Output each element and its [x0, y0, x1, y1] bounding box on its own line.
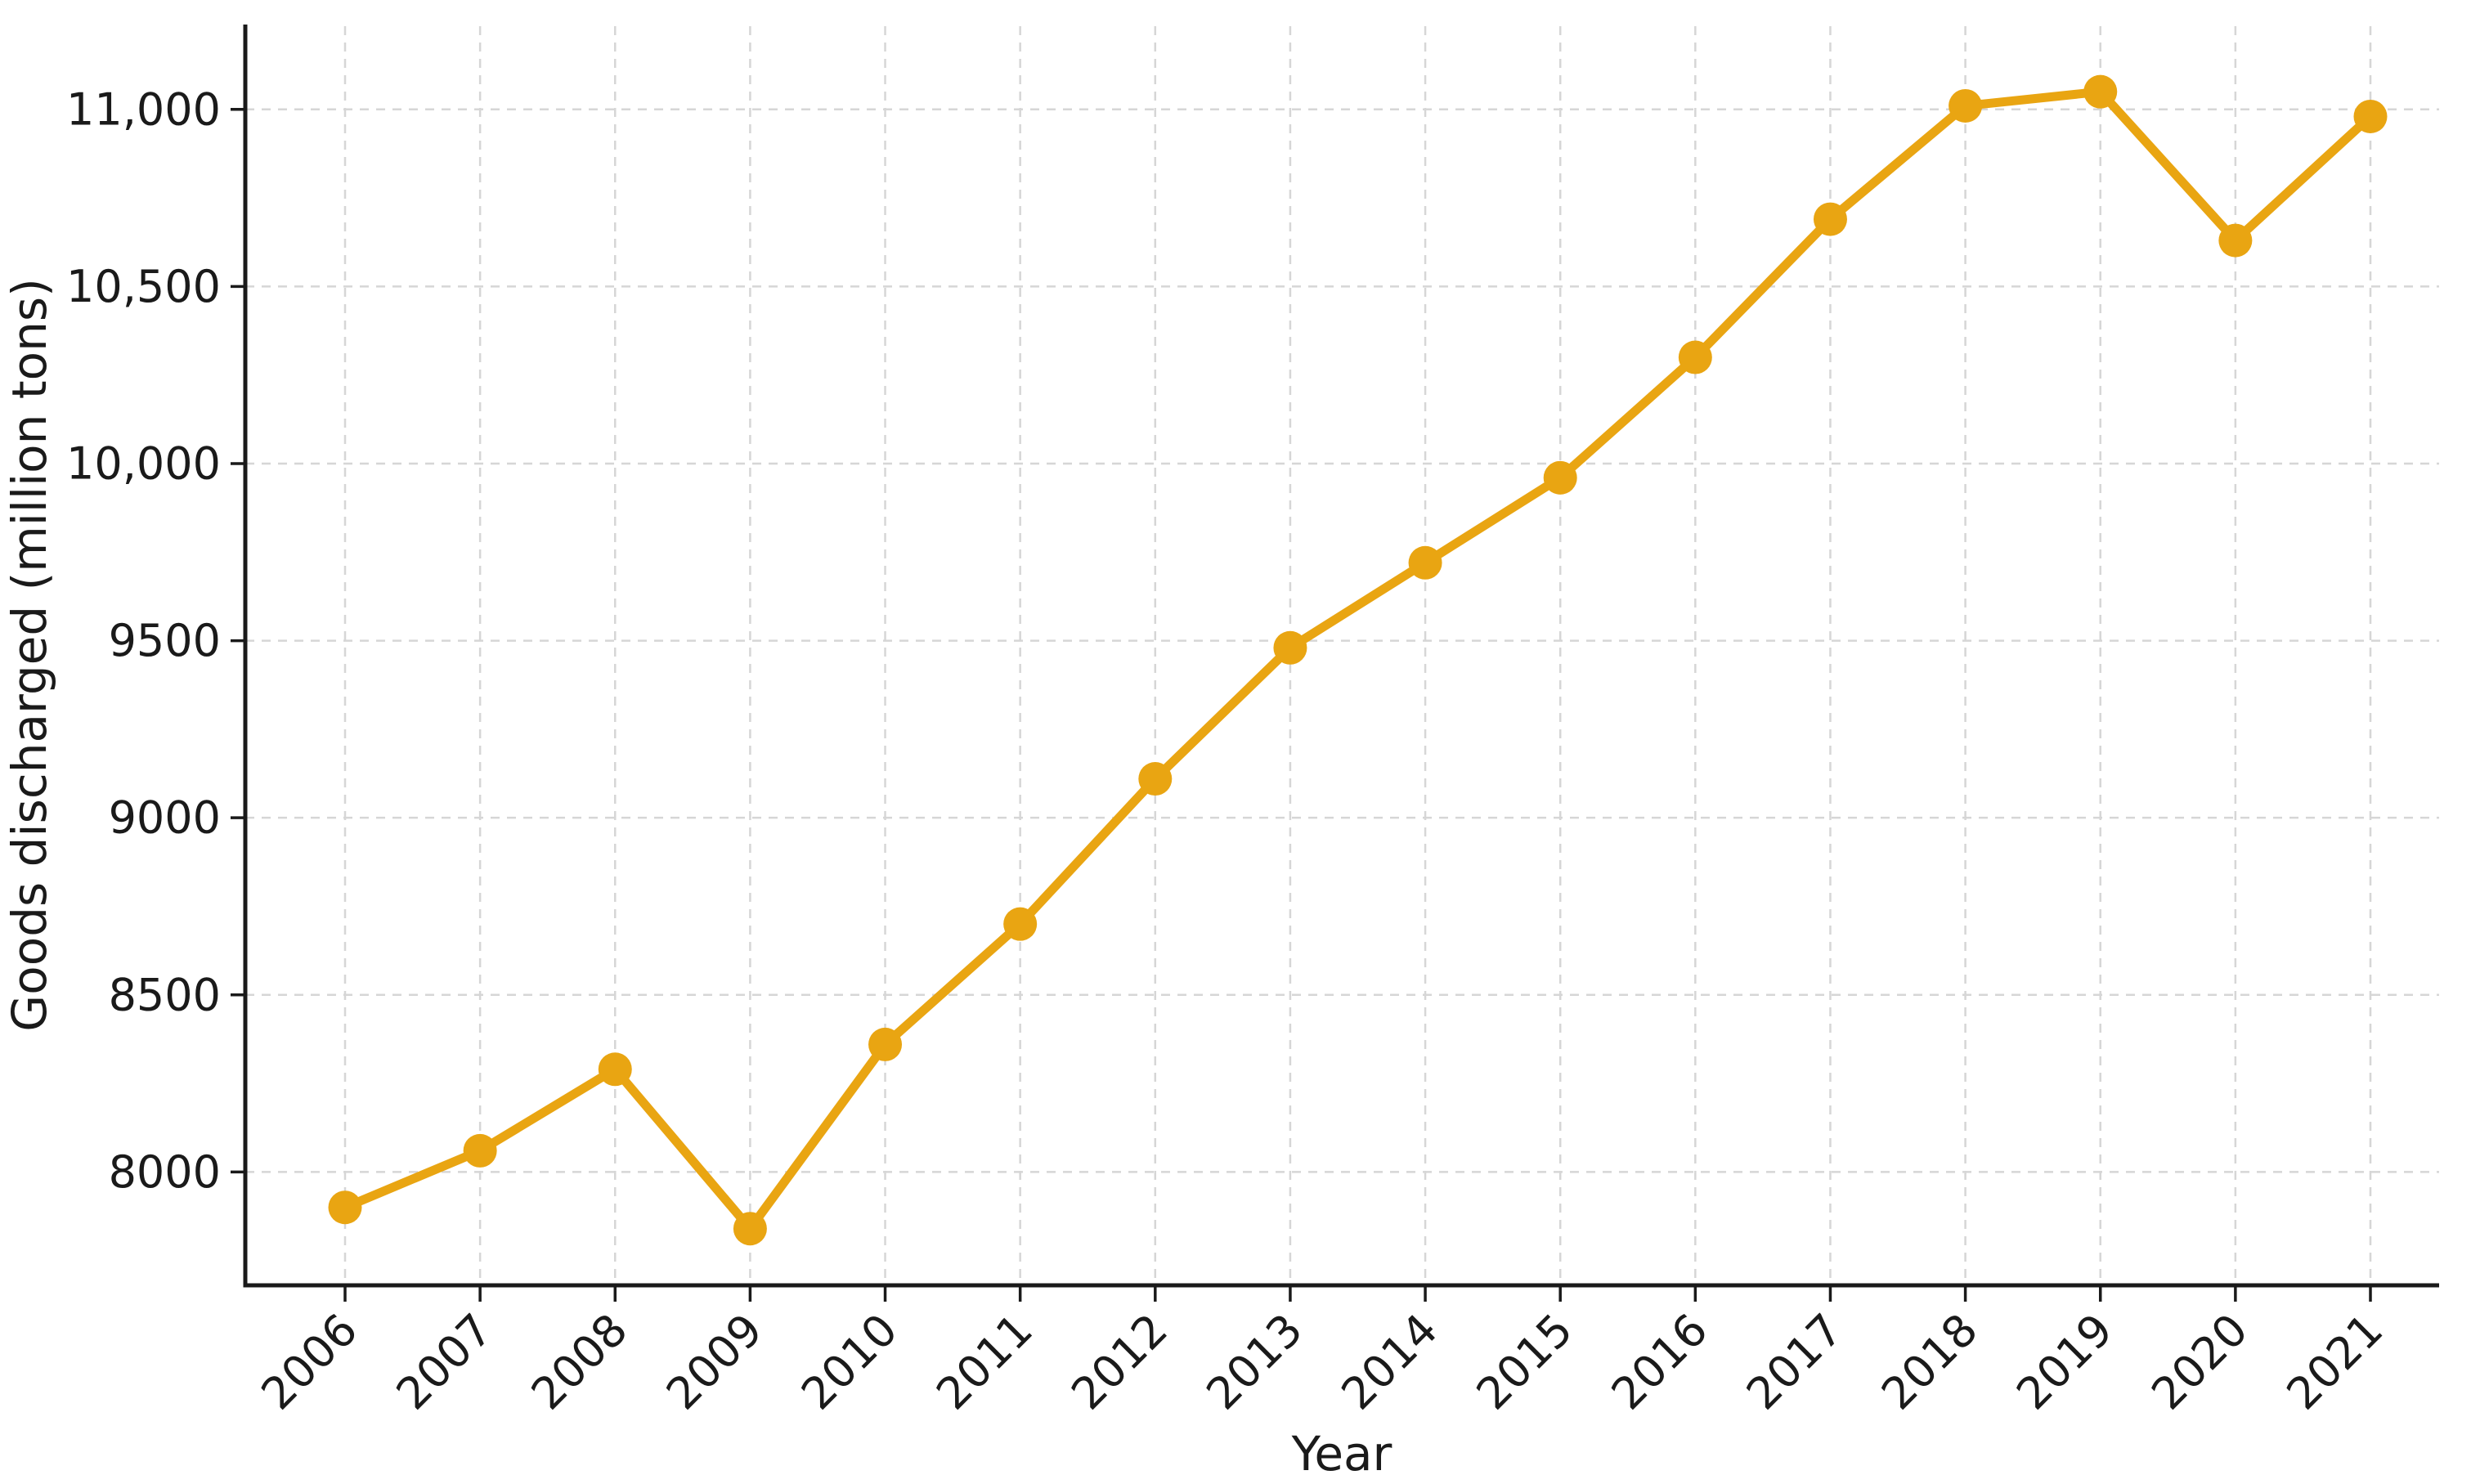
x-tick-label: 2010: [792, 1304, 908, 1420]
x-axis-title: Year: [1291, 1426, 1392, 1482]
data-point-2015: [1543, 460, 1577, 495]
data-point-2006: [328, 1190, 362, 1225]
data-point-2019: [2083, 74, 2118, 109]
series-layer: [328, 74, 2388, 1246]
x-tick-label: 2008: [522, 1304, 638, 1420]
x-tick-label: 2021: [2276, 1304, 2393, 1420]
x-tick-label: 2006: [251, 1304, 367, 1420]
data-point-2018: [1949, 88, 1983, 123]
x-tick-label: 2017: [1737, 1304, 1853, 1420]
data-point-2011: [1003, 907, 1038, 941]
y-tick-label: 9000: [109, 792, 221, 844]
x-tick-label: 2009: [657, 1304, 773, 1420]
y-tick-label: 10,000: [66, 437, 221, 489]
y-axis-title: Goods discharged (million tons): [2, 278, 57, 1031]
x-tick-label: 2016: [1602, 1304, 1718, 1420]
data-point-2010: [868, 1027, 903, 1061]
y-tick-label: 10,500: [66, 261, 221, 312]
x-tick-label: 2014: [1332, 1304, 1448, 1420]
data-point-2014: [1408, 545, 1442, 580]
y-tick-label: 11,000: [66, 83, 221, 135]
data-point-2017: [1813, 202, 1847, 236]
x-tick-label: 2020: [2141, 1304, 2258, 1420]
data-point-2012: [1138, 762, 1173, 796]
data-point-2008: [598, 1052, 632, 1087]
y-tick-label: 9500: [109, 615, 221, 666]
goods-discharged-line: [340, 87, 2375, 1234]
data-point-2009: [733, 1212, 767, 1246]
y-tick-label: 8500: [109, 969, 221, 1020]
x-tick-label: 2019: [2007, 1304, 2123, 1420]
data-point-2016: [1678, 340, 1712, 374]
x-tick-label: 2013: [1196, 1304, 1312, 1420]
x-tick-label: 2011: [926, 1304, 1043, 1420]
data-point-2020: [2218, 223, 2253, 258]
x-tick-label: 2018: [1872, 1304, 1988, 1420]
y-tick-label: 8000: [109, 1146, 221, 1198]
label-layer: Goods discharged (million tons) Year: [2, 278, 1392, 1482]
data-point-2013: [1273, 630, 1307, 665]
x-tick-label: 2015: [1467, 1304, 1583, 1420]
x-tick-label: 2007: [387, 1304, 503, 1420]
data-point-2021: [2353, 99, 2388, 133]
grid-layer: [245, 26, 2439, 1285]
x-tick-label: 2012: [1061, 1304, 1177, 1420]
data-point-2007: [463, 1133, 497, 1168]
